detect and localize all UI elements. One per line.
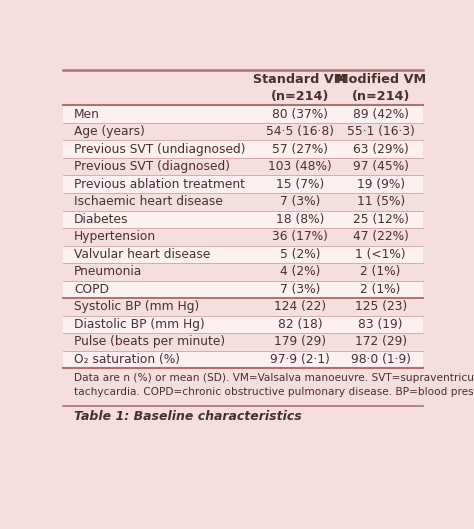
Text: 4 (2%): 4 (2%)	[280, 266, 320, 278]
Text: 57 (27%): 57 (27%)	[272, 143, 328, 156]
Bar	[63, 316, 423, 333]
Text: 36 (17%): 36 (17%)	[272, 230, 328, 243]
Text: 2 (1%): 2 (1%)	[361, 283, 401, 296]
Bar	[63, 123, 423, 141]
Text: 19 (9%): 19 (9%)	[356, 178, 405, 191]
Text: 80 (37%): 80 (37%)	[272, 108, 328, 121]
Text: 125 (23): 125 (23)	[355, 300, 407, 313]
Text: 5 (2%): 5 (2%)	[280, 248, 320, 261]
Bar	[63, 280, 423, 298]
Text: 18 (8%): 18 (8%)	[276, 213, 324, 226]
Text: Previous SVT (diagnosed): Previous SVT (diagnosed)	[74, 160, 230, 173]
Bar	[63, 193, 423, 211]
Bar	[63, 333, 423, 351]
Text: Modified VM
(n=214): Modified VM (n=214)	[336, 72, 426, 103]
Text: Hypertension: Hypertension	[74, 230, 156, 243]
Text: 103 (48%): 103 (48%)	[268, 160, 332, 173]
Bar	[63, 263, 423, 280]
Text: 83 (19): 83 (19)	[358, 318, 403, 331]
Text: Data are n (%) or mean (SD). VM=Valsalva manoeuvre. SVT=supraventricular
tachyca: Data are n (%) or mean (SD). VM=Valsalva…	[74, 373, 474, 397]
Text: Men: Men	[74, 108, 100, 121]
Text: 89 (42%): 89 (42%)	[353, 108, 409, 121]
Text: 82 (18): 82 (18)	[278, 318, 322, 331]
Text: Table 1: Baseline characteristics: Table 1: Baseline characteristics	[74, 410, 301, 423]
Bar	[63, 298, 423, 316]
Bar	[63, 351, 423, 368]
Text: Previous SVT (undiagnosed): Previous SVT (undiagnosed)	[74, 143, 246, 156]
Text: 97·9 (2·1): 97·9 (2·1)	[270, 353, 330, 366]
Text: Ischaemic heart disease: Ischaemic heart disease	[74, 195, 223, 208]
Text: 97 (45%): 97 (45%)	[353, 160, 409, 173]
Bar	[63, 141, 423, 158]
Text: 15 (7%): 15 (7%)	[276, 178, 324, 191]
Text: Diabetes: Diabetes	[74, 213, 128, 226]
Text: 7 (3%): 7 (3%)	[280, 195, 320, 208]
Text: 124 (22): 124 (22)	[274, 300, 326, 313]
Text: 54·5 (16·8): 54·5 (16·8)	[266, 125, 334, 138]
Bar	[63, 245, 423, 263]
Text: Valvular heart disease: Valvular heart disease	[74, 248, 210, 261]
Text: Age (years): Age (years)	[74, 125, 145, 138]
Bar	[63, 158, 423, 176]
Text: 47 (22%): 47 (22%)	[353, 230, 409, 243]
Text: 63 (29%): 63 (29%)	[353, 143, 409, 156]
Text: 179 (29): 179 (29)	[274, 335, 326, 349]
Text: 1 (<1%): 1 (<1%)	[356, 248, 406, 261]
Text: 2 (1%): 2 (1%)	[361, 266, 401, 278]
Text: 25 (12%): 25 (12%)	[353, 213, 409, 226]
Text: Systolic BP (mm Hg): Systolic BP (mm Hg)	[74, 300, 199, 313]
Text: 7 (3%): 7 (3%)	[280, 283, 320, 296]
Text: 55·1 (16·3): 55·1 (16·3)	[347, 125, 415, 138]
Bar	[63, 228, 423, 245]
Text: Diastolic BP (mm Hg): Diastolic BP (mm Hg)	[74, 318, 205, 331]
Bar	[63, 176, 423, 193]
Text: 172 (29): 172 (29)	[355, 335, 407, 349]
Text: Pneumonia: Pneumonia	[74, 266, 142, 278]
Text: 98·0 (1·9): 98·0 (1·9)	[351, 353, 410, 366]
Text: 11 (5%): 11 (5%)	[356, 195, 405, 208]
Bar	[63, 105, 423, 123]
Text: Previous ablation treatment: Previous ablation treatment	[74, 178, 245, 191]
Text: Pulse (beats per minute): Pulse (beats per minute)	[74, 335, 225, 349]
Text: COPD: COPD	[74, 283, 109, 296]
Text: Standard VM
(n=214): Standard VM (n=214)	[253, 72, 346, 103]
Bar	[63, 211, 423, 228]
Text: O₂ saturation (%): O₂ saturation (%)	[74, 353, 180, 366]
